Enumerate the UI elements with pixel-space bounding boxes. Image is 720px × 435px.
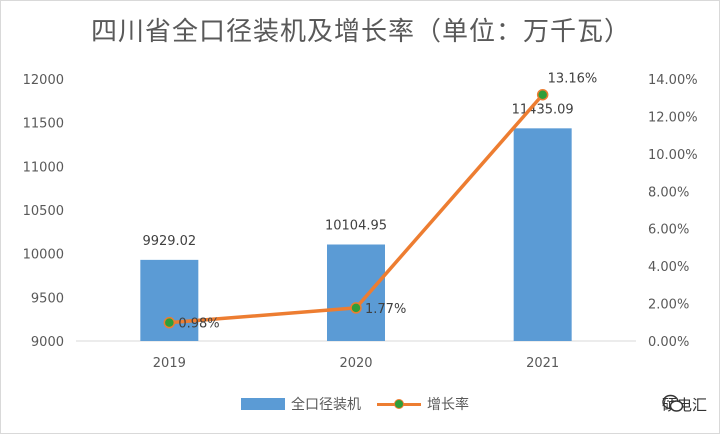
bar xyxy=(513,128,572,341)
x-tick-label: 2020 xyxy=(339,356,372,371)
y-left-tick-label: 10000 xyxy=(23,248,64,263)
legend-bar-label: 全口径装机 xyxy=(291,397,361,413)
growth-point xyxy=(163,316,176,329)
growth-point xyxy=(536,88,549,101)
watermark: 硕电汇 xyxy=(662,394,707,415)
legend-item-bar: 全口径装机 xyxy=(241,394,361,414)
y-right-tick-label: 4.00% xyxy=(648,260,689,275)
y-left-tick-label: 9500 xyxy=(31,291,64,306)
legend: 全口径装机 增长率 xyxy=(241,394,469,414)
bar xyxy=(327,244,385,341)
y-left-tick-label: 11500 xyxy=(23,117,64,132)
wechat-icon xyxy=(662,394,684,412)
y-right-tick-label: 14.00% xyxy=(648,73,698,88)
bar-value-label: 9929.02 xyxy=(142,234,196,249)
growth-point xyxy=(350,302,362,314)
growth-value-label: 0.98% xyxy=(178,317,219,332)
y-right-tick-label: 8.00% xyxy=(648,185,689,200)
y-right-tick-label: 12.00% xyxy=(648,110,698,125)
bar-value-label: 10104.95 xyxy=(325,219,387,234)
y-left-tick-label: 9000 xyxy=(31,335,64,350)
y-left-tick-label: 11000 xyxy=(23,160,64,175)
y-right-tick-label: 2.00% xyxy=(648,298,689,313)
legend-line-swatch xyxy=(377,398,421,410)
y-left-tick-label: 10500 xyxy=(23,204,64,219)
y-right-tick-label: 10.00% xyxy=(648,148,698,163)
legend-line-label: 增长率 xyxy=(427,397,469,413)
x-tick-label: 2019 xyxy=(153,356,186,371)
legend-item-line: 增长率 xyxy=(377,394,469,414)
y-right-tick-label: 6.00% xyxy=(648,223,689,238)
chart-title: 四川省全口径装机及增长率（单位：万千瓦） xyxy=(90,17,631,47)
legend-bar-swatch xyxy=(241,398,285,410)
growth-value-label: 1.77% xyxy=(365,302,406,317)
x-tick-label: 2021 xyxy=(526,356,559,371)
y-left-tick-label: 12000 xyxy=(23,73,64,88)
y-right-tick-label: 0.00% xyxy=(648,335,689,350)
growth-value-label: 13.16% xyxy=(548,72,598,87)
bar-value-label: 11435.09 xyxy=(512,102,574,117)
